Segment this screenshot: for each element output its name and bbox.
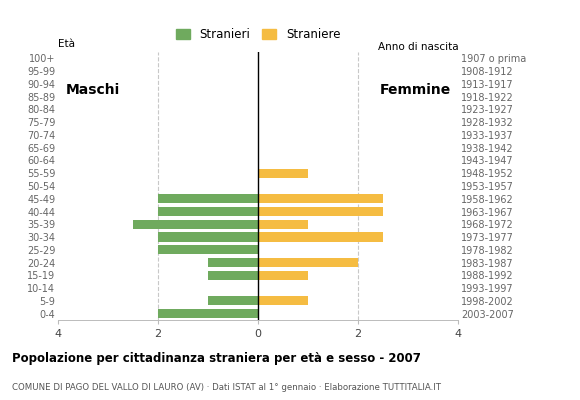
- Bar: [258, 207, 383, 216]
- Bar: [208, 296, 258, 306]
- Bar: [258, 232, 383, 242]
- Bar: [208, 258, 258, 267]
- Bar: [258, 271, 308, 280]
- Bar: [208, 271, 258, 280]
- Bar: [158, 232, 258, 242]
- Bar: [158, 245, 258, 254]
- Bar: [258, 169, 308, 178]
- Bar: [258, 220, 308, 229]
- Text: Femmine: Femmine: [379, 83, 451, 97]
- Bar: [158, 309, 258, 318]
- Bar: [258, 258, 358, 267]
- Text: Maschi: Maschi: [66, 83, 119, 97]
- Text: Popolazione per cittadinanza straniera per età e sesso - 2007: Popolazione per cittadinanza straniera p…: [12, 352, 420, 365]
- Bar: [158, 207, 258, 216]
- Text: COMUNE DI PAGO DEL VALLO DI LAURO (AV) · Dati ISTAT al 1° gennaio · Elaborazione: COMUNE DI PAGO DEL VALLO DI LAURO (AV) ·…: [12, 383, 441, 392]
- Bar: [258, 296, 308, 306]
- Text: Età: Età: [58, 40, 75, 50]
- Bar: [158, 194, 258, 203]
- Bar: [133, 220, 258, 229]
- Bar: [258, 194, 383, 203]
- Text: Anno di nascita: Anno di nascita: [378, 42, 458, 52]
- Legend: Stranieri, Straniere: Stranieri, Straniere: [171, 23, 345, 46]
